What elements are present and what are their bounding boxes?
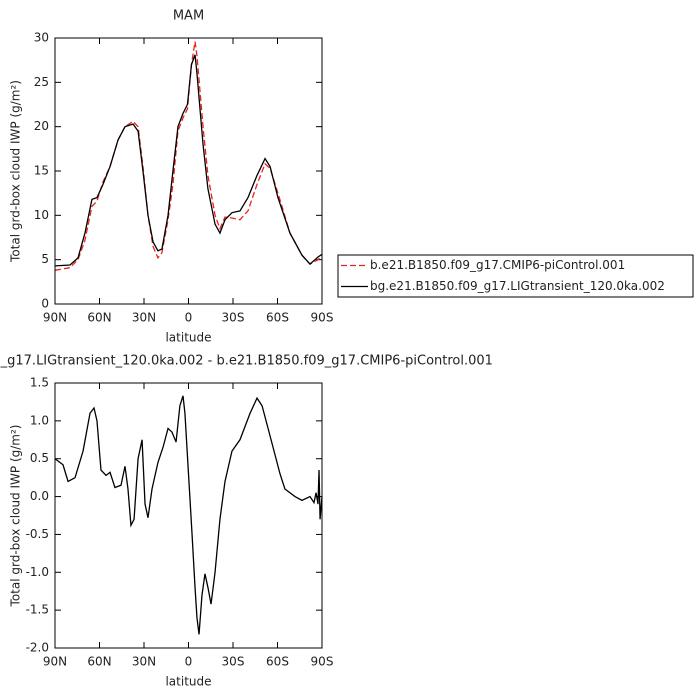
x-axis-label: latitude	[165, 331, 211, 345]
x-tick-label: 0	[185, 311, 193, 325]
plot-frame	[54, 37, 323, 305]
y-tick-label: 25	[34, 75, 49, 89]
chart-title: MAM	[173, 9, 204, 24]
y-tick-label: -1.5	[26, 603, 49, 617]
chart-title: bg.e21.B1850.f09_g17.LIGtransient_120.0k…	[0, 354, 493, 369]
y-tick-label: 0	[41, 297, 49, 311]
x-tick-label: 90N	[43, 311, 67, 325]
y-tick-label: 1.0	[30, 413, 49, 427]
x-tick-label: 90N	[43, 655, 67, 669]
x-axis-label: latitude	[165, 675, 211, 689]
y-tick-label: 5	[41, 252, 49, 266]
data-line	[54, 54, 323, 267]
y-axis-label: Total grd-box cloud IWP (g/m²)	[9, 425, 23, 608]
x-tick-label: 0	[185, 655, 193, 669]
y-tick-label: 0.5	[30, 451, 49, 465]
legend-box	[337, 254, 694, 298]
y-tick-label: 15	[34, 164, 49, 178]
x-tick-label: 90S	[311, 655, 334, 669]
y-tick-label: 1.5	[30, 376, 49, 390]
y-tick-label: 30	[34, 31, 49, 45]
data-line	[54, 395, 323, 635]
x-tick-label: 60S	[266, 655, 289, 669]
x-tick-label: 30S	[222, 311, 245, 325]
x-tick-label: 60N	[87, 311, 111, 325]
y-tick-label: 20	[34, 119, 49, 133]
y-tick-label: 0.0	[30, 489, 49, 503]
y-tick-label: -1.0	[26, 565, 49, 579]
x-tick-label: 90S	[311, 311, 334, 325]
x-tick-label: 60N	[87, 655, 111, 669]
y-axis-label: Total grd-box cloud IWP (g/m²)	[9, 80, 23, 263]
legend-label: bg.e21.B1850.f09_g17.LIGtransient_120.0k…	[370, 279, 665, 293]
plot-frame	[54, 382, 323, 649]
x-tick-label: 30N	[132, 655, 156, 669]
x-tick-label: 60S	[266, 311, 289, 325]
data-line	[54, 41, 323, 271]
y-tick-label: -0.5	[26, 527, 49, 541]
chart: bg.e21.B1850.f09_g17.LIGtransient_120.0k…	[0, 354, 493, 689]
x-tick-label: 30S	[222, 655, 245, 669]
chart: MAM latitude Total grd-box cloud IWP (g/m²…	[9, 9, 694, 345]
y-tick-label: 10	[34, 208, 49, 222]
y-tick-label: -2.0	[26, 641, 49, 655]
x-tick-label: 30N	[132, 311, 156, 325]
legend-label: b.e21.B1850.f09_g17.CMIP6-piControl.001	[370, 258, 625, 272]
